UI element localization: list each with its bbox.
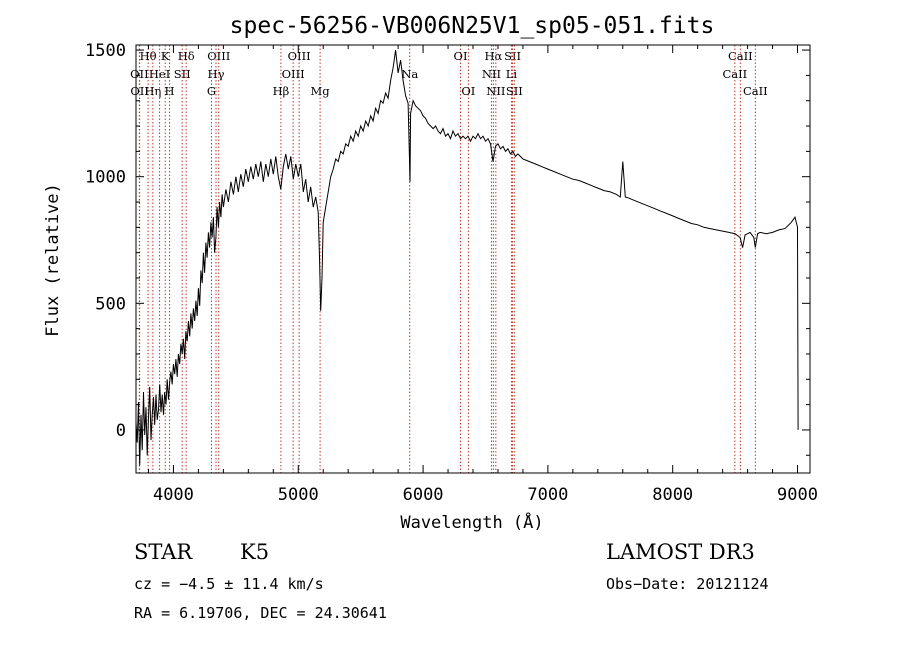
chart-title: spec-56256-VB006N25V1_sp05-051.fits bbox=[230, 13, 715, 39]
spectral-line-label: CaII bbox=[728, 49, 753, 63]
spectral-line-label: Mg bbox=[311, 84, 331, 98]
survey-name: LAMOST DR3 bbox=[606, 540, 755, 564]
x-tick-label: 9000 bbox=[777, 485, 818, 505]
y-tick-label: 1000 bbox=[85, 168, 126, 188]
object-class: STAR bbox=[134, 540, 193, 564]
spectral-line-label: Hγ bbox=[208, 67, 225, 81]
y-tick-label: 1500 bbox=[85, 41, 126, 61]
x-tick-label: 6000 bbox=[403, 485, 444, 505]
spectral-line-label: OIII bbox=[288, 49, 311, 63]
spectral-line-label: SII bbox=[506, 84, 523, 98]
flux-series-line bbox=[135, 50, 799, 466]
x-axis-ticks: 4000 5000 6000 7000 8000 9000 bbox=[147, 45, 818, 505]
x-tick-label: 5000 bbox=[278, 485, 319, 505]
spectral-line-label: SII bbox=[504, 49, 521, 63]
redshift-readout: cz = −4.5 ± 11.4 km/s bbox=[134, 575, 324, 593]
spectral-line-label: Hθ bbox=[140, 49, 157, 63]
coordinates-readout: RA = 6.19706, DEC = 24.30641 bbox=[134, 604, 387, 622]
spectral-subclass: K5 bbox=[240, 540, 270, 564]
spectral-line-label: CaII bbox=[743, 84, 768, 98]
spectral-line-label: Li bbox=[506, 67, 518, 81]
spectral-line-label: NII bbox=[486, 84, 505, 98]
spectral-line-label: G bbox=[207, 84, 216, 98]
spectral-line-label: H bbox=[165, 84, 175, 98]
spectral-line-label: K bbox=[161, 49, 170, 63]
x-axis-label: Wavelength (Å) bbox=[400, 511, 543, 533]
x-tick-label: 4000 bbox=[153, 485, 194, 505]
spectral-line-label: OI bbox=[454, 49, 468, 63]
spectral-line-label: Hβ bbox=[273, 84, 290, 98]
y-tick-label: 0 bbox=[116, 421, 126, 441]
x-tick-label: 8000 bbox=[652, 485, 693, 505]
spectral-line-label: CaII bbox=[722, 67, 747, 81]
x-tick-label: 7000 bbox=[527, 485, 568, 505]
y-tick-label: 500 bbox=[95, 294, 126, 314]
spectral-line-label: OI bbox=[461, 84, 475, 98]
spectral-line-label: NII bbox=[482, 67, 501, 81]
observation-date: Obs−Date: 20121124 bbox=[606, 575, 769, 593]
spectral-line-label: Hα bbox=[484, 49, 502, 63]
y-axis-label: Flux (relative) bbox=[43, 183, 63, 337]
y-axis-ticks: 0 500 1000 1500 bbox=[85, 41, 810, 456]
spectral-line-label: OIII bbox=[282, 67, 305, 81]
spectral-line-label: HeI bbox=[149, 67, 170, 81]
spectral-line-label: OII bbox=[130, 84, 149, 98]
spectral-line-label: Hδ bbox=[178, 49, 195, 63]
spectral-line-label: Hη bbox=[144, 84, 161, 98]
spectral-line-label: SII bbox=[174, 67, 191, 81]
spectral-line-label: OIII bbox=[207, 49, 230, 63]
plot-frame bbox=[135, 44, 811, 474]
spectral-line-label: Na bbox=[401, 67, 418, 81]
